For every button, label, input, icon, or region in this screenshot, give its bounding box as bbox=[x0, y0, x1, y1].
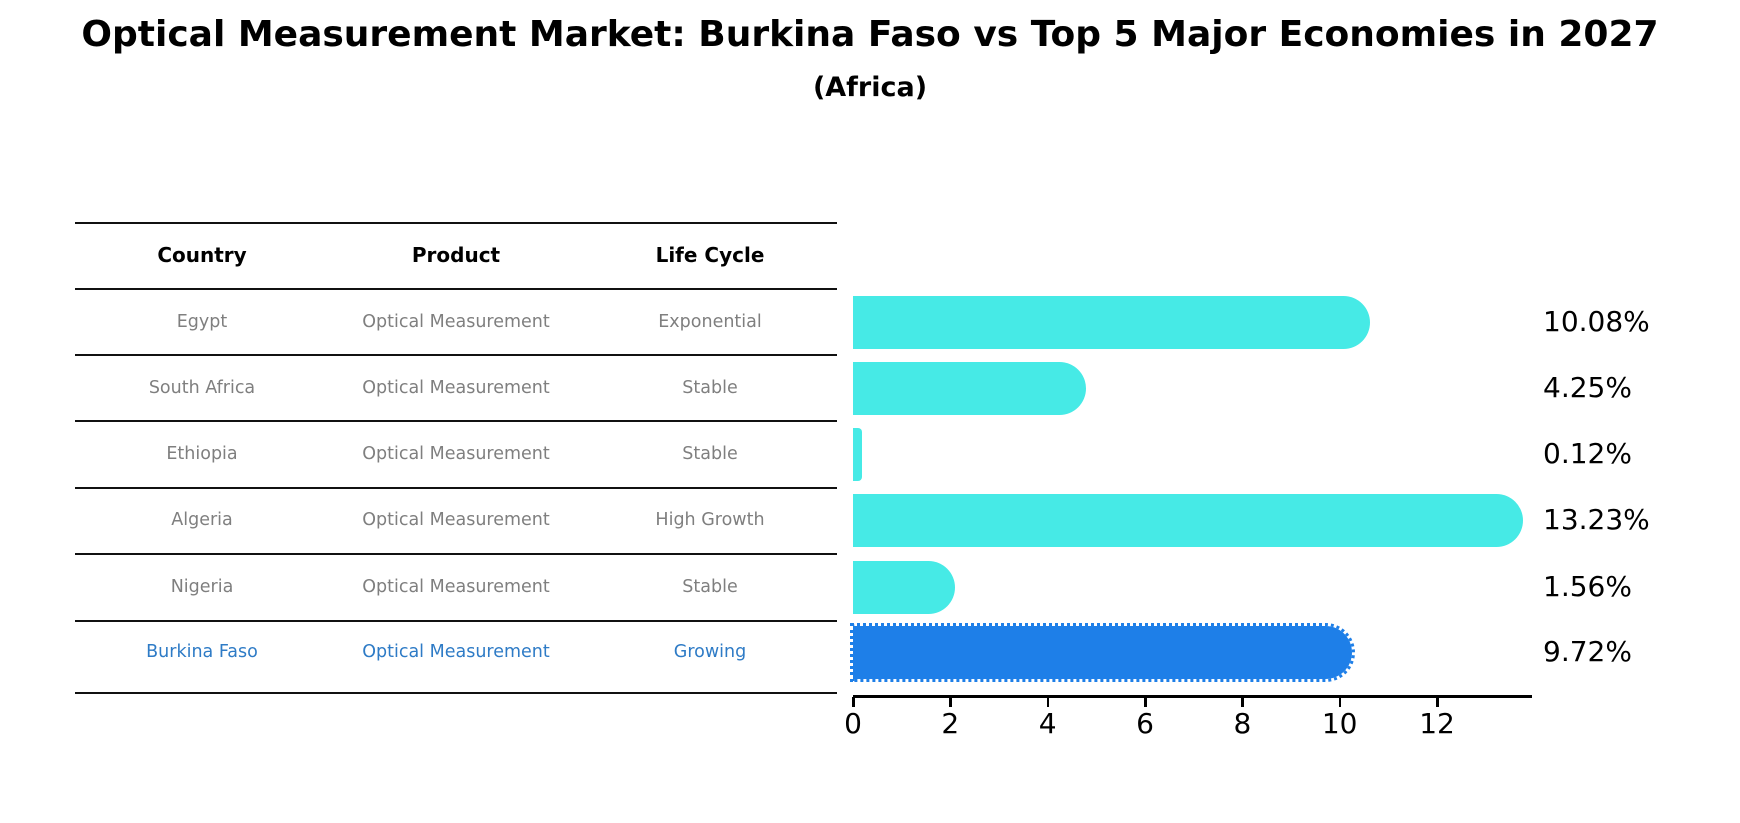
table-cell-life-cycle: Stable bbox=[682, 577, 738, 597]
table-cell-country: Egypt bbox=[176, 312, 228, 332]
x-axis-tick-label: 8 bbox=[1233, 707, 1252, 740]
table-header-cell-product: Product bbox=[411, 243, 501, 267]
table-cell-life-cycle: Stable bbox=[682, 444, 738, 464]
table-separator-line bbox=[75, 222, 837, 224]
x-axis-tick-label: 4 bbox=[1038, 707, 1057, 740]
table-cell-life-cycle: Stable bbox=[682, 378, 738, 398]
table-separator-line bbox=[75, 553, 837, 555]
x-axis-line bbox=[853, 695, 1532, 698]
table-separator-line bbox=[75, 420, 837, 422]
bar-egypt bbox=[853, 295, 1370, 349]
chart-title: Optical Measurement Market: Burkina Faso… bbox=[81, 14, 1659, 55]
bar-south-africa bbox=[853, 361, 1086, 415]
value-label: 10.08% bbox=[1543, 305, 1650, 338]
bar-ethiopia bbox=[853, 427, 862, 481]
table-header-row: Country Product Life Cycle bbox=[75, 235, 837, 275]
value-label: 1.56% bbox=[1543, 570, 1632, 603]
table-cell-life-cycle: High Growth bbox=[655, 510, 765, 530]
table-cell-country: South Africa bbox=[148, 378, 256, 398]
value-label: 0.12% bbox=[1543, 437, 1632, 470]
x-axis-tick bbox=[949, 697, 952, 707]
table-cell-life-cycle: Growing bbox=[673, 642, 747, 662]
table-row: Algeria Optical Measurement High Growth bbox=[75, 500, 837, 540]
table-separator-line bbox=[75, 354, 837, 356]
x-axis-tick bbox=[1436, 697, 1439, 707]
table-row: Nigeria Optical Measurement Stable bbox=[75, 567, 837, 607]
table-row: Ethiopia Optical Measurement Stable bbox=[75, 434, 837, 474]
table-separator-line bbox=[75, 288, 837, 290]
table-header-cell-life-cycle: Life Cycle bbox=[655, 243, 765, 267]
x-axis-tick-label: 0 bbox=[844, 707, 862, 740]
table-row: Egypt Optical Measurement Exponential bbox=[75, 302, 837, 342]
table-cell-product: Optical Measurement bbox=[362, 577, 550, 597]
table-separator-line bbox=[75, 620, 837, 622]
x-axis-tick-label: 2 bbox=[941, 707, 960, 740]
table-row: South Africa Optical Measurement Stable bbox=[75, 368, 837, 408]
table-header-cell-country: Country bbox=[157, 243, 247, 267]
table-cell-country: Burkina Faso bbox=[146, 642, 258, 662]
table-separator-line bbox=[75, 487, 837, 489]
table-row: Burkina Faso Optical Measurement Growing bbox=[75, 632, 837, 672]
table-cell-country: Nigeria bbox=[170, 577, 234, 597]
x-axis-tick-label: 6 bbox=[1136, 707, 1154, 740]
bar-nigeria bbox=[853, 560, 955, 614]
x-axis-tick bbox=[1338, 697, 1342, 707]
table-cell-life-cycle: Exponential bbox=[658, 312, 762, 332]
x-axis-tick-label: 10 bbox=[1321, 707, 1358, 740]
bar-algeria bbox=[853, 493, 1523, 547]
value-label: 9.72% bbox=[1543, 635, 1632, 668]
table-cell-product: Optical Measurement bbox=[362, 378, 550, 398]
value-label: 13.23% bbox=[1543, 503, 1650, 536]
table-cell-product: Optical Measurement bbox=[362, 444, 550, 464]
x-axis-tick bbox=[852, 697, 855, 707]
chart-subtitle: (Africa) bbox=[812, 72, 928, 103]
x-axis-tick-label: 12 bbox=[1419, 707, 1455, 740]
value-label: 4.25% bbox=[1543, 371, 1632, 404]
table-cell-product: Optical Measurement bbox=[362, 642, 550, 662]
table-cell-country: Algeria bbox=[171, 510, 233, 530]
table-cell-country: Ethiopia bbox=[166, 444, 238, 464]
table-cell-product: Optical Measurement bbox=[362, 312, 550, 332]
x-axis-tick bbox=[1046, 697, 1050, 707]
bar-burkina-faso-highlight bbox=[849, 622, 1356, 682]
table-separator-line bbox=[75, 692, 837, 694]
x-axis-tick bbox=[1144, 697, 1147, 707]
x-axis-tick bbox=[1241, 697, 1244, 707]
table-cell-product: Optical Measurement bbox=[362, 510, 550, 530]
